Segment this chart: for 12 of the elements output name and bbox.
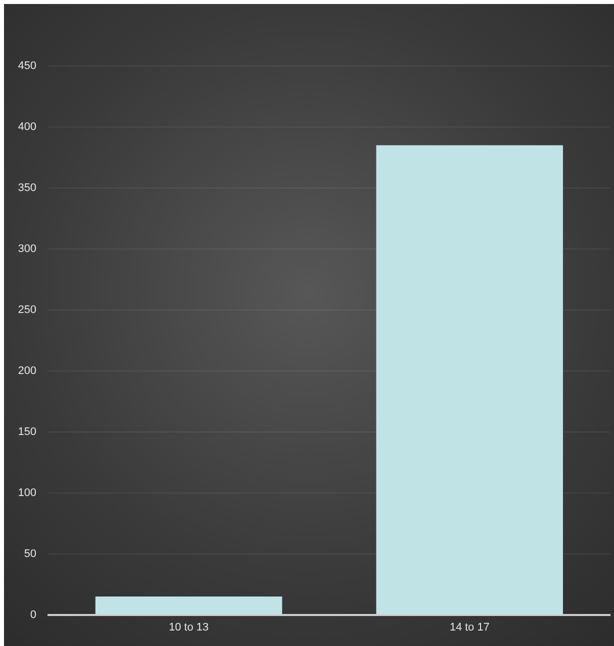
y-tick-label: 350 [18, 182, 36, 194]
y-tick-label: 0 [30, 608, 36, 621]
y-tick-label: 400 [18, 121, 36, 134]
x-tick-label: 14 to 17 [450, 621, 490, 634]
y-tick-label: 300 [18, 242, 36, 255]
y-tick-label: 450 [18, 60, 36, 72]
y-tick-label: 250 [18, 304, 36, 316]
y-tick-label: 100 [18, 486, 36, 499]
y-tick-label: 200 [18, 364, 36, 377]
y-tick-label: 150 [18, 426, 36, 438]
x-tick-label: 10 to 13 [168, 621, 209, 634]
y-tick-label: 50 [24, 548, 36, 560]
